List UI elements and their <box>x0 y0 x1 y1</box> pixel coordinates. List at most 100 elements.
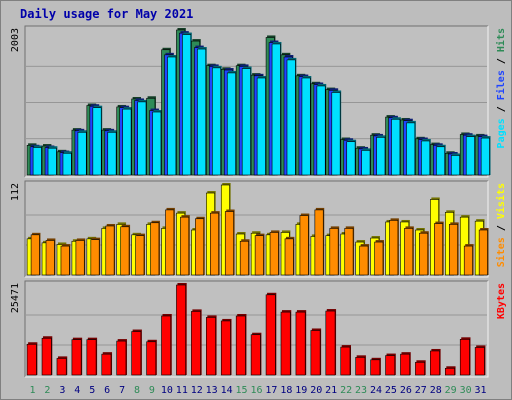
x-label-day-31: 31 <box>475 385 487 396</box>
panel-1-bar-sites-day-20-face <box>314 209 324 276</box>
panel-0-bar-pages-day-30-face <box>465 136 475 176</box>
panel-0-bar-pages-day-28-face <box>436 146 446 176</box>
panel-0-bar-pages-day-6 <box>107 130 118 176</box>
panel-0-bar-pages-day-29 <box>450 153 461 176</box>
panel-2-bar-kbytes-day-3 <box>56 356 68 376</box>
panel-1-bar-sites-day-27 <box>419 231 429 276</box>
panel-2-bar-kbytes-day-19 <box>295 310 307 376</box>
panel-0-bar-pages-day-10 <box>167 55 177 176</box>
panel-1-bar-sites-day-8 <box>135 233 146 276</box>
panel-0-bar-pages-day-21 <box>331 90 342 176</box>
panel-0-bar-pages-day-13 <box>212 65 222 176</box>
panel-2-bar-kbytes-day-21 <box>325 309 337 376</box>
panel-1-bar-sites-day-23 <box>359 244 370 276</box>
panel-1-bar-sites-day-22 <box>344 226 355 276</box>
panel-2-bar-kbytes-day-13 <box>206 315 217 376</box>
panel-1-bar-sites-day-27-face <box>419 232 429 276</box>
panel-1-bar-sites-day-17 <box>269 230 280 276</box>
panel-1-frame-dark <box>24 180 488 277</box>
panel-1-bar-sites-day-7-face <box>120 226 130 276</box>
panel-1-bar-sites-day-9 <box>150 220 160 276</box>
panel-1-bar-sites-day-25 <box>389 218 399 276</box>
panel-0-frame-dark <box>24 25 488 177</box>
x-label-day-6: 6 <box>104 385 110 396</box>
panel-0-bar-pages-day-7 <box>122 107 133 176</box>
x-label-day-20: 20 <box>310 385 322 396</box>
panel-1-bar-sites-day-26-face <box>404 228 414 276</box>
panel-0-bar-pages-day-25 <box>391 117 401 176</box>
panel-0-bar-pages-day-7-face <box>122 108 132 176</box>
panel-0-bar-pages-day-18 <box>286 57 297 176</box>
panel-0-bar-pages-day-27 <box>421 138 431 176</box>
panel-2-bar-kbytes-day-16 <box>250 332 262 376</box>
panel-2-bar-kbytes-day-20-face <box>310 330 321 376</box>
panel-2-bar-kbytes-day-22 <box>340 345 351 376</box>
panel-1-bar-sites-day-25-face <box>389 220 399 276</box>
panel-0-bar-pages-day-20 <box>316 83 327 176</box>
panel-1-bar-sites-day-9-face <box>150 222 160 276</box>
panel-2-bar-kbytes-day-27-face <box>415 361 425 376</box>
panel-2-bar-kbytes-day-28-face <box>430 350 440 376</box>
x-label-day-2: 2 <box>44 385 50 396</box>
panel-0-bar-pages-day-3-face <box>62 152 72 176</box>
panel-0-bar-pages-day-22 <box>346 139 357 176</box>
legend-separator: / <box>496 219 507 237</box>
panel-1-bar-sites-day-19 <box>299 213 310 276</box>
panel-2-bar-kbytes-day-14 <box>220 318 232 376</box>
panel-1-bar-sites-day-5-face <box>90 239 100 276</box>
panel-0 <box>24 25 491 178</box>
panel-2-bar-kbytes-day-3-face <box>56 358 67 376</box>
x-label-day-4: 4 <box>74 385 80 396</box>
legend-separator: / <box>496 52 507 70</box>
panel-0-bar-pages-day-11-face <box>182 34 192 176</box>
panel-1-bar-sites-day-3-face <box>60 245 70 276</box>
panel-1-bar-sites-day-20 <box>314 207 325 276</box>
panel-1-bar-sites-day-29 <box>448 222 459 276</box>
panel-0-bar-pages-day-2-face <box>47 147 57 176</box>
panel-0-bar-pages-day-3 <box>62 151 73 176</box>
panel-0-bar-pages-day-19-face <box>301 77 311 176</box>
panel-1-legend: Sites / Visits <box>495 183 507 267</box>
panel-1-bar-sites-day-22-face <box>344 228 354 276</box>
x-label-day-3: 3 <box>59 385 65 396</box>
x-label-day-12: 12 <box>191 385 203 396</box>
panel-1-bar-sites-day-1 <box>30 232 41 276</box>
panel-2-bar-kbytes-day-9 <box>146 339 157 376</box>
x-label-day-5: 5 <box>89 385 95 396</box>
panel-2-bar-kbytes-day-1-face <box>26 343 37 376</box>
x-label-day-18: 18 <box>280 385 292 396</box>
panel-2-bar-kbytes-day-8 <box>131 329 142 376</box>
panel-2-bar-kbytes-day-12 <box>191 309 202 376</box>
panel-1-bar-sites-day-7 <box>120 224 131 276</box>
panel-0-bar-pages-day-11 <box>182 32 192 176</box>
legend-entry-files: Files <box>495 70 507 100</box>
x-label-day-15: 15 <box>236 385 248 396</box>
panel-2-bar-kbytes-day-14-face <box>220 320 231 376</box>
panel-0-y-top-label: 2003 <box>10 28 21 52</box>
panel-2-y-top-label: 25471 <box>10 283 21 313</box>
panel-2-bar-kbytes-day-5 <box>86 337 98 376</box>
panel-0-bar-pages-day-31-face <box>480 137 490 176</box>
side-legends: Pages / Files / Hits Sites / Visits KBytes <box>495 28 507 319</box>
panel-2 <box>24 280 489 378</box>
panel-0-bar-pages-day-31 <box>480 136 491 176</box>
panel-1-bar-sites-day-12 <box>195 216 205 276</box>
panel-2-bar-kbytes-day-17-face <box>265 294 276 376</box>
panel-2-bar-kbytes-day-12-face <box>191 311 201 376</box>
panel-1-bar-sites-day-6 <box>105 223 116 276</box>
panel-2-bar-kbytes-day-16-face <box>250 334 261 376</box>
panel-0-bar-pages-day-5-face <box>92 107 102 176</box>
panel-0-legend: Pages / Files / Hits <box>495 28 507 148</box>
panel-0-bar-pages-day-23 <box>361 148 372 176</box>
panel-1-bar-sites-day-17-face <box>269 232 279 276</box>
panel-2-bar-kbytes-day-26-face <box>400 353 411 376</box>
panel-0-bar-pages-day-19 <box>301 75 312 176</box>
panel-1-frame-light <box>25 181 489 278</box>
panel-1-bar-sites-day-19-face <box>299 215 309 276</box>
panel-0-bar-pages-day-24-face <box>376 137 386 176</box>
panel-1-bar-sites-day-14-face <box>224 211 234 276</box>
x-label-day-9: 9 <box>149 385 155 396</box>
panel-1-bar-sites-day-21 <box>329 226 340 276</box>
panel-1-bar-sites-day-13 <box>210 211 220 276</box>
